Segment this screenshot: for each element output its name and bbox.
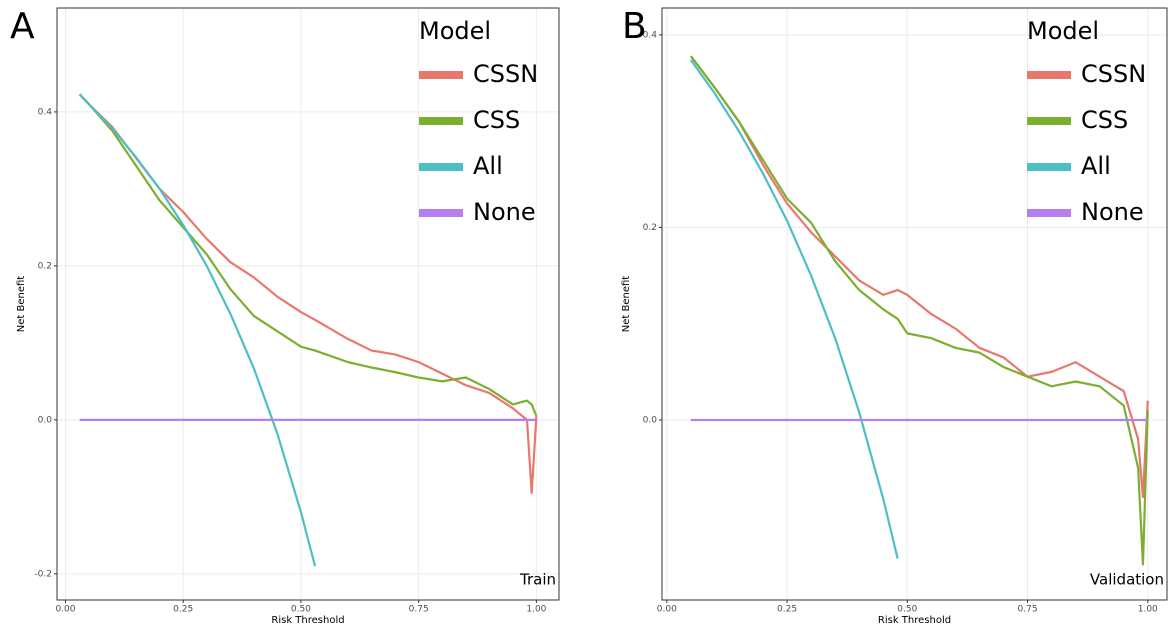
x-tick-label: 1.00 — [1138, 605, 1158, 615]
legend-label: CSSN — [1081, 60, 1146, 88]
y-tick-label: 0.4 — [38, 107, 53, 117]
plot-border — [661, 7, 1168, 601]
plot-background — [57, 8, 559, 600]
legend-label: None — [473, 198, 536, 226]
series-line — [78, 93, 317, 567]
x-tick-label: 1.00 — [526, 605, 546, 615]
plot-background — [662, 8, 1167, 600]
x-axis-title: Risk Threshold — [878, 615, 951, 626]
y-tick-label: 0.2 — [643, 223, 657, 233]
y-tick-label: 0.2 — [38, 261, 52, 271]
series-line — [689, 55, 1149, 499]
legend-swatch — [419, 71, 463, 79]
x-tick-label: 0.25 — [777, 605, 797, 615]
legend-title: Model — [419, 17, 491, 45]
panel-label: A — [10, 6, 35, 47]
legend-label: CSSN — [473, 60, 538, 88]
legend-label: All — [473, 152, 503, 180]
y-tick-label: 0.0 — [643, 415, 658, 425]
legend-swatch — [419, 163, 463, 171]
x-tick-label: 0.75 — [409, 605, 429, 615]
series-line — [78, 93, 538, 417]
y-tick-label: 0.0 — [38, 415, 53, 425]
legend-swatch — [1027, 209, 1071, 217]
legend-swatch — [1027, 117, 1071, 125]
series-line — [689, 59, 899, 559]
x-tick-label: 0.75 — [1018, 605, 1038, 615]
x-tick-label: 0.00 — [55, 605, 75, 615]
legend-label: CSS — [473, 106, 520, 134]
y-tick-label: 0.4 — [643, 30, 658, 40]
legend-label: All — [1081, 152, 1111, 180]
legend-swatch — [1027, 71, 1071, 79]
x-tick-label: 0.00 — [657, 605, 677, 615]
annotation: Validation — [1090, 571, 1164, 589]
annotation: Train — [519, 571, 556, 589]
x-axis-title: Risk Threshold — [271, 615, 344, 626]
x-tick-label: 0.50 — [291, 605, 311, 615]
x-tick-label: 0.25 — [173, 605, 193, 615]
legend-swatch — [419, 209, 463, 217]
y-tick-label: -0.2 — [34, 569, 52, 579]
legend-swatch — [419, 117, 463, 125]
series-line — [689, 55, 1149, 566]
y-axis-title: Net Benefit — [16, 276, 27, 333]
legend-label: None — [1081, 198, 1144, 226]
y-axis-title: Net Benefit — [621, 276, 632, 333]
legend-swatch — [1027, 163, 1071, 171]
panel-label: B — [622, 6, 647, 47]
x-tick-label: 0.50 — [897, 605, 917, 615]
legend-label: CSS — [1081, 106, 1128, 134]
legend-title: Model — [1027, 17, 1099, 45]
plot-border — [56, 7, 560, 601]
